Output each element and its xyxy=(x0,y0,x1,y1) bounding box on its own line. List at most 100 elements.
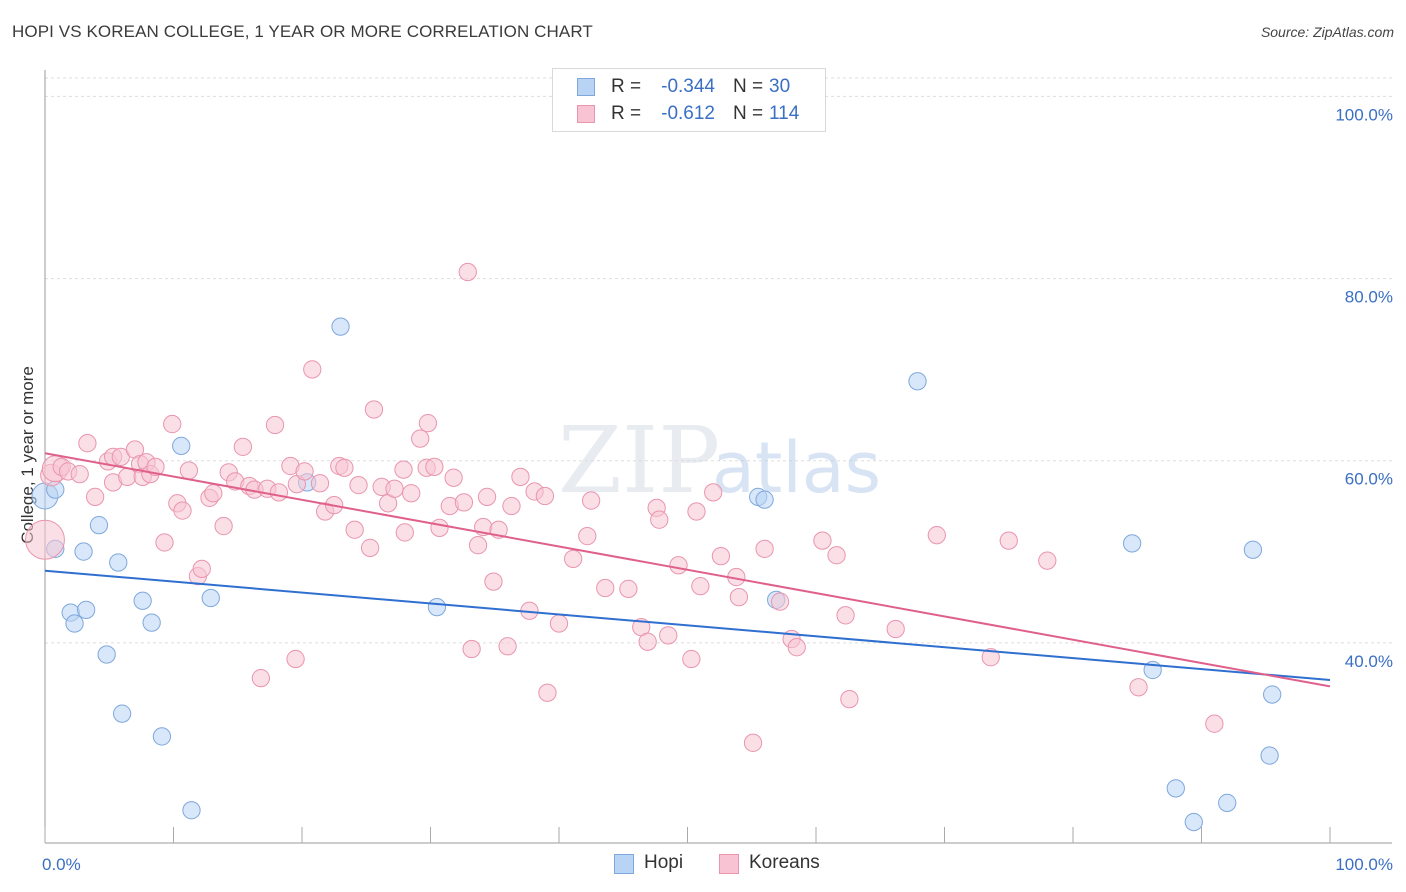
korean-point xyxy=(498,637,517,656)
hopi-point xyxy=(133,591,152,610)
y-tick-label: 100.0% xyxy=(1335,105,1393,124)
korean-point xyxy=(596,578,615,598)
hopi-r-value: -0.344 xyxy=(661,76,715,97)
korean-point xyxy=(286,649,305,669)
korean-point xyxy=(682,649,701,669)
korean-point xyxy=(310,474,330,493)
korean-point xyxy=(402,484,421,503)
korean-point xyxy=(385,479,404,498)
hopi-point xyxy=(427,597,447,617)
korean-point xyxy=(25,519,65,560)
korean-point xyxy=(163,414,182,434)
watermark-zip: ZIP xyxy=(558,407,720,514)
tick-labels: 100.0% 80.0% 60.0% 40.0% 0.0% 100.0% xyxy=(42,105,1393,874)
trend-layer xyxy=(44,452,1331,688)
hopi-point xyxy=(109,553,128,572)
hopi-r-label: R = xyxy=(611,76,642,97)
korean-point xyxy=(269,483,289,502)
korean-point xyxy=(650,510,669,529)
korean-point xyxy=(691,577,710,596)
chart-title: HOPI VS KOREAN COLLEGE, 1 YEAR OR MORE C… xyxy=(12,22,593,41)
hopi-n-label: N = xyxy=(733,76,764,97)
koreans-n-label: N = xyxy=(733,103,764,124)
korean-point xyxy=(669,556,688,575)
korean-point xyxy=(192,559,211,579)
korean-point xyxy=(755,539,774,558)
korean-point xyxy=(85,487,105,507)
korean-point xyxy=(70,465,89,484)
korean-point xyxy=(78,434,97,453)
hopi-trend-line xyxy=(44,569,1331,681)
korean-point xyxy=(502,496,521,516)
korean-point xyxy=(638,632,657,651)
korean-point xyxy=(155,533,174,552)
korean-trend-line xyxy=(44,452,1331,688)
korean-point xyxy=(118,467,137,487)
korean-point xyxy=(360,538,380,558)
koreans-legend-swatch xyxy=(719,854,739,874)
korean-point xyxy=(454,493,474,512)
korean-point xyxy=(770,592,790,611)
koreans-r-value: -0.612 xyxy=(661,103,715,124)
korean-point xyxy=(538,683,557,702)
y-tick-label: 40.0% xyxy=(1345,652,1393,671)
korean-point xyxy=(578,526,597,546)
hopi-point xyxy=(182,801,201,820)
koreans-n-value: 114 xyxy=(769,103,800,124)
hopi-legend-label: Hopi xyxy=(644,852,684,873)
koreans-legend-label: Koreans xyxy=(749,852,820,873)
korean-point xyxy=(444,468,463,487)
hopi-point xyxy=(1260,746,1279,765)
korean-point xyxy=(233,437,253,456)
korean-point xyxy=(468,536,488,555)
hopi-point xyxy=(1184,812,1203,832)
hopi-point xyxy=(1166,779,1185,798)
hopi-point xyxy=(112,704,132,723)
hopi-point xyxy=(1218,793,1237,813)
hopi-point xyxy=(89,516,109,535)
korean-point xyxy=(535,486,555,506)
hopi-point xyxy=(97,645,116,664)
points-layer xyxy=(25,262,1282,832)
korean-point xyxy=(1038,551,1057,570)
hopi-point xyxy=(1122,534,1142,553)
korean-point xyxy=(927,526,946,545)
korean-point xyxy=(581,491,601,510)
hopi-point xyxy=(172,436,191,456)
korean-point xyxy=(146,457,165,477)
korean-point xyxy=(395,523,414,542)
korean-point xyxy=(345,520,364,539)
korean-point xyxy=(394,460,413,479)
korean-point xyxy=(711,546,731,566)
korean-point xyxy=(813,531,832,550)
korean-point xyxy=(411,429,430,448)
y-tick-label: 80.0% xyxy=(1345,288,1393,307)
hopi-point xyxy=(76,600,96,619)
korean-point xyxy=(214,516,233,536)
koreans-swatch xyxy=(577,105,595,123)
x-tick-label: 0.0% xyxy=(42,855,81,874)
legend-row-koreans: R = -0.612 N = 114 xyxy=(553,101,825,127)
korean-point xyxy=(549,614,569,633)
korean-point xyxy=(729,587,749,607)
korean-point xyxy=(364,400,384,419)
korean-point xyxy=(462,639,481,659)
watermark: ZIP atlas xyxy=(558,407,881,514)
korean-point xyxy=(1205,714,1224,733)
hopi-point xyxy=(142,613,161,632)
x-tick-label: 100.0% xyxy=(1335,855,1393,874)
watermark-atlas: atlas xyxy=(712,427,881,509)
korean-point xyxy=(251,669,271,688)
hopi-point xyxy=(908,372,927,391)
korean-point xyxy=(484,572,503,591)
hopi-point xyxy=(1243,540,1263,559)
korean-point xyxy=(425,457,444,477)
korean-point xyxy=(458,262,477,282)
korean-point xyxy=(886,619,905,639)
hopi-point xyxy=(755,490,774,509)
korean-point xyxy=(418,414,438,433)
korean-point xyxy=(999,531,1018,550)
hopi-point xyxy=(201,588,220,608)
hopi-legend-swatch xyxy=(614,854,634,874)
